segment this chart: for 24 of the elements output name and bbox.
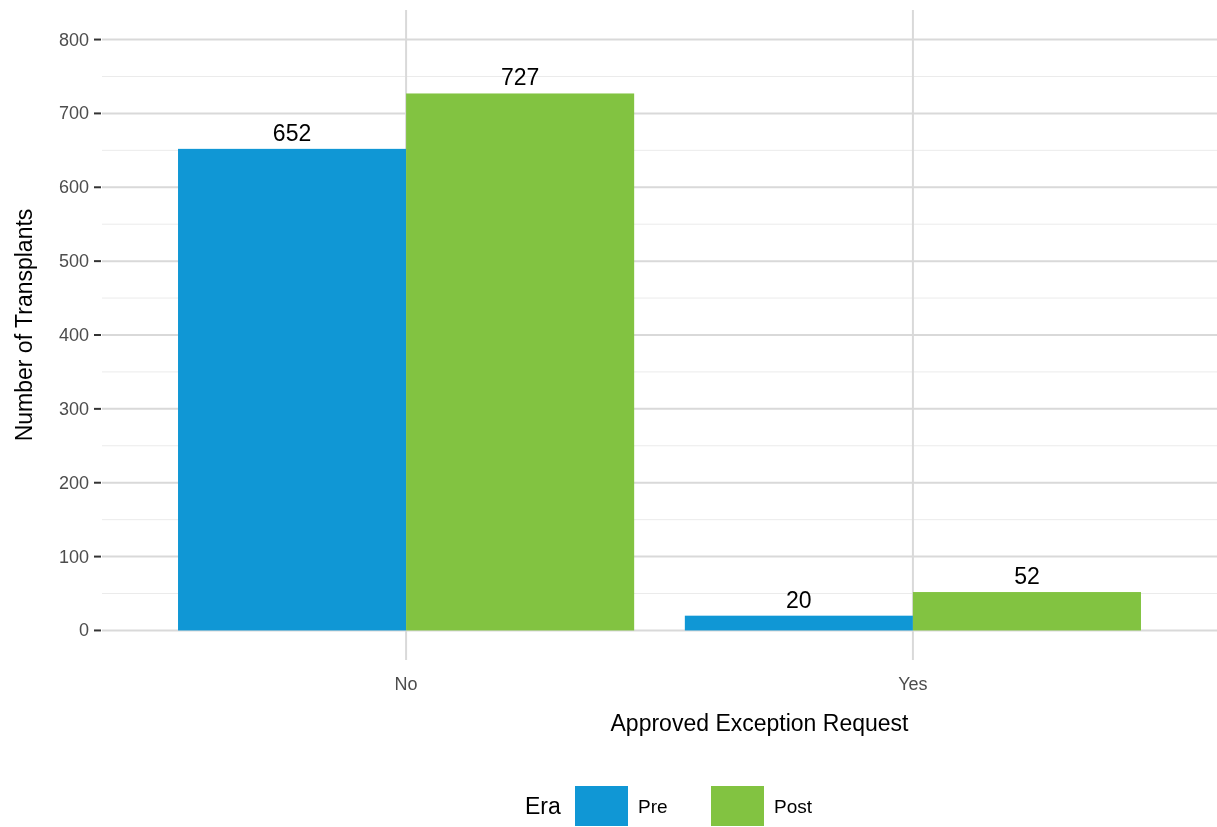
x-tick-label: No — [394, 674, 418, 694]
y-tick-label: 300 — [58, 398, 89, 419]
data-label: 652 — [272, 119, 312, 146]
y-tick-label: 200 — [58, 472, 89, 493]
y-tick-label: 100 — [58, 546, 89, 567]
data-label: 20 — [786, 586, 812, 613]
bar — [912, 592, 1141, 631]
x-tick-label: Yes — [898, 674, 928, 694]
y-tick-label: 800 — [58, 29, 89, 50]
y-tick-label: 400 — [58, 325, 89, 345]
bar — [178, 148, 407, 631]
data-label: 52 — [1014, 563, 1040, 590]
bar — [406, 93, 635, 631]
x-axis-title: Approved Exception Request — [610, 710, 910, 736]
legend-label: Post — [774, 796, 813, 817]
bar — [684, 615, 913, 631]
y-axis-title: Number of Transplants — [11, 208, 37, 442]
y-tick-label: 700 — [58, 103, 89, 124]
legend-title: Era — [525, 793, 561, 819]
y-tick-label: 0 — [78, 620, 89, 641]
y-tick-label: 500 — [58, 251, 89, 272]
data-label: 727 — [500, 64, 540, 91]
legend-label: Pre — [638, 796, 668, 817]
y-tick-label: 600 — [58, 177, 89, 198]
